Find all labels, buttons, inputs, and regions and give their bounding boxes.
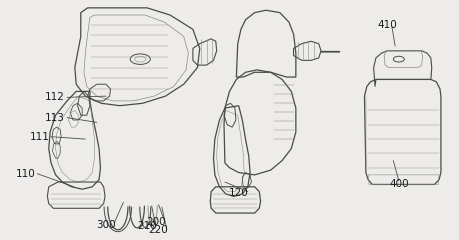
Text: 410: 410 <box>377 19 397 30</box>
Text: 200: 200 <box>146 217 166 227</box>
Text: 111: 111 <box>30 132 50 142</box>
Text: 210: 210 <box>137 221 157 231</box>
Text: 120: 120 <box>229 188 248 198</box>
Text: 112: 112 <box>45 92 65 102</box>
Text: 220: 220 <box>149 225 168 235</box>
Text: 110: 110 <box>16 169 36 179</box>
Text: 400: 400 <box>389 180 409 189</box>
Text: 113: 113 <box>45 113 65 123</box>
Text: 300: 300 <box>96 220 116 229</box>
